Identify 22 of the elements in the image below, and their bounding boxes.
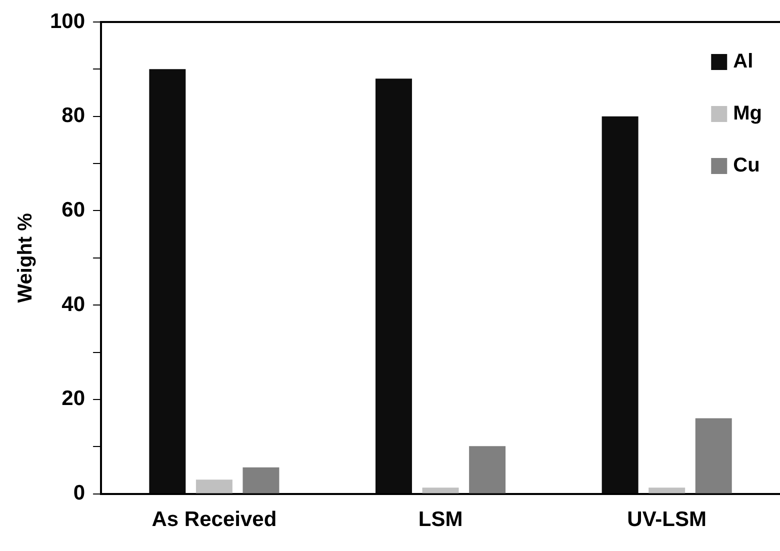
legend-label: Mg xyxy=(733,102,762,125)
bar xyxy=(469,446,506,494)
y-tick-label: 80 xyxy=(62,104,86,128)
bar xyxy=(602,116,638,494)
bar xyxy=(242,467,280,494)
y-tick-label: 100 xyxy=(50,10,86,33)
y-tick-label: 60 xyxy=(62,198,86,222)
bar xyxy=(648,488,686,494)
bar xyxy=(376,78,412,494)
x-tick-label: As Received xyxy=(152,508,277,532)
bar xyxy=(422,488,459,494)
y-tick-label: 0 xyxy=(73,482,86,505)
y-axis-title: Weight % xyxy=(14,212,37,303)
bar xyxy=(149,69,186,494)
y-tick-label: 40 xyxy=(62,292,86,316)
x-tick-label: UV-LSM xyxy=(627,508,707,532)
x-tick-label: LSM xyxy=(418,508,463,532)
bar xyxy=(695,418,732,494)
y-tick-label: 20 xyxy=(62,387,86,410)
legend-label: Cu xyxy=(733,154,760,177)
bar xyxy=(196,480,232,494)
legend-label: Al xyxy=(733,50,754,73)
